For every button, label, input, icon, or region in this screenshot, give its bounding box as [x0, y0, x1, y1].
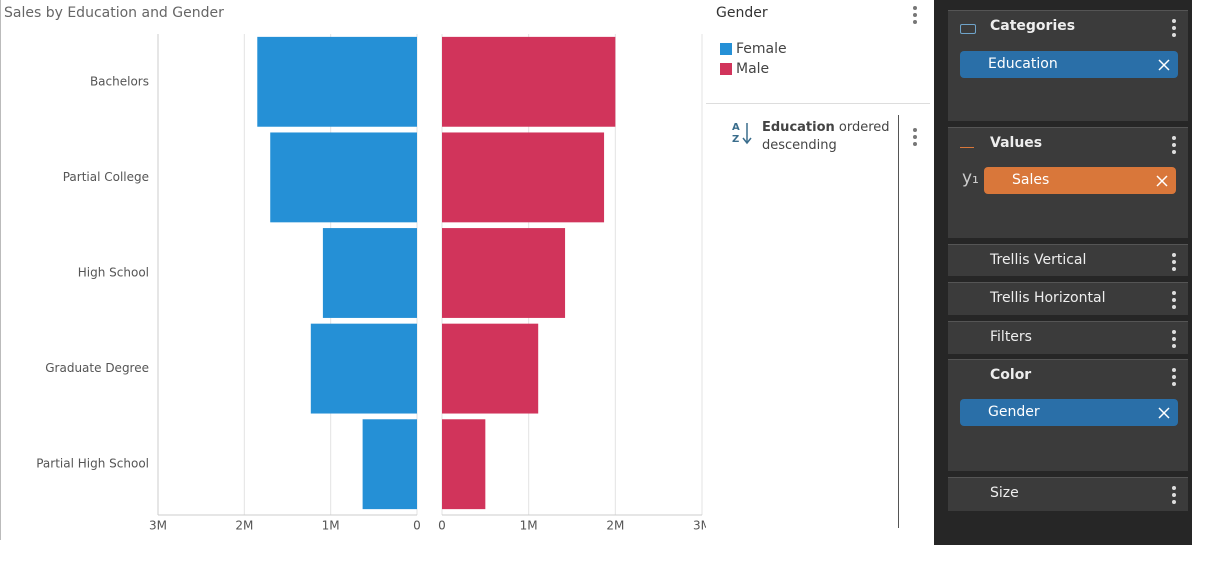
sort-icon: A Z: [732, 122, 752, 145]
x-tick-label: 0: [413, 519, 421, 533]
icon: [960, 24, 976, 34]
x-tick-label: 0: [438, 519, 446, 533]
menu[interactable]: [913, 128, 917, 149]
chip[interactable]: Sales: [984, 167, 1176, 194]
menu[interactable]: [913, 6, 917, 27]
menu[interactable]: [1172, 253, 1176, 274]
axis-prefix: y₁: [962, 168, 979, 188]
categories-section[interactable]: Categories Education: [948, 10, 1188, 121]
values-section[interactable]: Values y₁ Sales: [948, 127, 1188, 238]
section-title: Trellis Horizontal: [990, 290, 1106, 306]
bar: [362, 419, 417, 510]
sort-desc: ordered descending: [762, 120, 890, 153]
remove-icon[interactable]: [1158, 403, 1170, 425]
divider: [898, 115, 899, 528]
icon: [960, 139, 974, 148]
section-title: Filters: [990, 329, 1032, 345]
field-panel: Categories Education Values y₁ Sales Tre…: [934, 0, 1192, 545]
filters-section[interactable]: Filters: [948, 321, 1188, 354]
x-tick-label: 3M: [149, 519, 167, 533]
remove-icon[interactable]: [1156, 171, 1168, 193]
menu[interactable]: [1172, 291, 1176, 312]
trellis-vertical-section[interactable]: Trellis Vertical: [948, 244, 1188, 276]
svg-text:Z: Z: [732, 134, 739, 145]
menu[interactable]: [1172, 19, 1176, 40]
svg-text:A: A: [732, 122, 740, 133]
chart: Sales by Education and Gender 0 0 1M 1M 2M 2M…: [0, 0, 707, 540]
bar: [442, 132, 605, 223]
section-title: Trellis Vertical: [990, 252, 1087, 268]
x-tick-label: 2M: [235, 519, 253, 533]
bar: [270, 132, 417, 223]
bar: [257, 36, 417, 127]
chart-title: Sales by Education and Gender: [4, 5, 224, 21]
x-tick-label: 2M: [606, 519, 624, 533]
chip-label: Education: [988, 56, 1058, 72]
y-tick-label: Graduate Degree: [45, 361, 149, 375]
section-title: Values: [990, 135, 1043, 151]
section-title: Categories: [990, 18, 1076, 34]
menu[interactable]: [1172, 330, 1176, 351]
bar: [442, 419, 486, 510]
color-section[interactable]: Color Gender: [948, 359, 1188, 471]
divider: [706, 103, 930, 104]
menu[interactable]: [1172, 368, 1176, 389]
section-title: Color: [990, 367, 1032, 383]
bar: [310, 323, 417, 414]
chip-label: Gender: [988, 404, 1040, 420]
sort-field: Education: [762, 120, 835, 135]
size-section[interactable]: Size: [948, 477, 1188, 511]
bar: [322, 228, 417, 318]
bar: [442, 323, 539, 414]
legend-swatch: [720, 63, 732, 75]
trellis-horizontal-section[interactable]: Trellis Horizontal: [948, 282, 1188, 315]
legend-swatch: [720, 43, 732, 55]
legend-panel: Gender Female Male A Z Education ordered …: [706, 0, 930, 540]
section-title: Size: [990, 485, 1019, 501]
legend-item[interactable]: Female: [720, 41, 787, 57]
remove-icon[interactable]: [1158, 55, 1170, 77]
chip-label: Sales: [1012, 172, 1050, 188]
y-tick-label: High School: [78, 266, 149, 280]
x-tick-label: 1M: [322, 519, 340, 533]
legend-label: Female: [736, 41, 787, 57]
x-tick-label: 1M: [520, 519, 538, 533]
chip[interactable]: Gender: [960, 399, 1178, 426]
y-tick-label: Bachelors: [90, 74, 149, 88]
bar: [442, 228, 566, 318]
legend-label: Male: [736, 61, 770, 77]
menu[interactable]: [1172, 136, 1176, 157]
x-tick-label: 3M: [693, 519, 707, 533]
y-tick-label: Partial College: [63, 170, 149, 184]
legend-item[interactable]: Male: [720, 61, 769, 77]
menu[interactable]: [1172, 486, 1176, 507]
legend-title: Gender: [716, 5, 768, 21]
bar: [442, 36, 616, 127]
sort-text: Education ordered descending: [762, 119, 892, 155]
chip[interactable]: Education: [960, 51, 1178, 78]
y-tick-label: Partial High School: [36, 457, 149, 471]
